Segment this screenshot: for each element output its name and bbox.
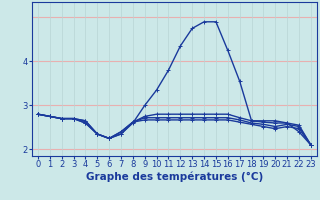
X-axis label: Graphe des températures (°C): Graphe des températures (°C) (86, 172, 263, 182)
